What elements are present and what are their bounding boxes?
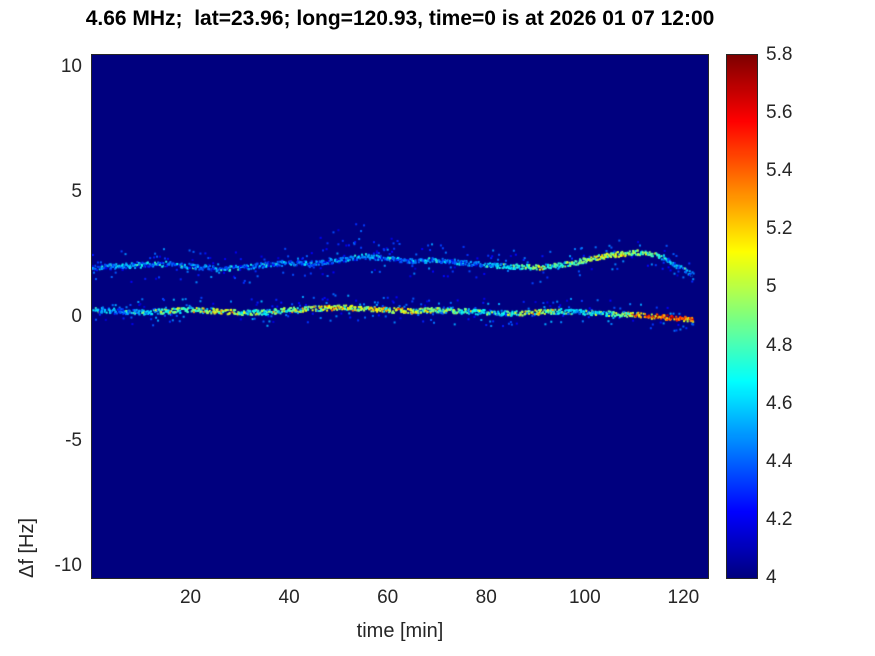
colorbar-gradient — [727, 55, 757, 578]
plot-area — [91, 54, 709, 579]
x-tick-label: 120 — [667, 587, 700, 608]
plot-title: 4.66 MHz; lat=23.96; long=120.93, time=0… — [85, 7, 715, 30]
colorbar — [726, 54, 758, 579]
x-axis-label: time [min] — [356, 620, 444, 642]
y-tick-label: -5 — [65, 430, 82, 452]
y-tick-label: 10 — [60, 56, 82, 78]
colorbar-tick-label: 4.6 — [766, 392, 793, 414]
colorbar-tick-label: 5 — [766, 276, 777, 298]
y-tick-label: 5 — [71, 180, 82, 202]
colorbar-tick-label: 5.2 — [766, 218, 793, 240]
x-tick-label: 60 — [377, 587, 399, 608]
colorbar-tick-label: 4.8 — [766, 334, 793, 356]
y-tick-label: 0 — [71, 305, 82, 327]
colorbar-tick-label: 4 — [766, 567, 777, 588]
x-tick-label: 100 — [568, 587, 601, 608]
colorbar-tick-label: 5.4 — [766, 160, 793, 182]
x-tick-label: 40 — [278, 587, 300, 608]
y-tick-label: -10 — [54, 554, 82, 576]
heatmap-canvas — [92, 55, 708, 578]
x-tick-label: 20 — [179, 587, 202, 608]
colorbar-tick-label: 4.2 — [766, 508, 793, 530]
colorbar-tick-label: 4.4 — [766, 450, 793, 472]
colorbar-tick-label: 5.8 — [766, 44, 793, 65]
colorbar-tick-label: 5.6 — [766, 102, 793, 124]
x-tick-label: 80 — [475, 587, 497, 608]
